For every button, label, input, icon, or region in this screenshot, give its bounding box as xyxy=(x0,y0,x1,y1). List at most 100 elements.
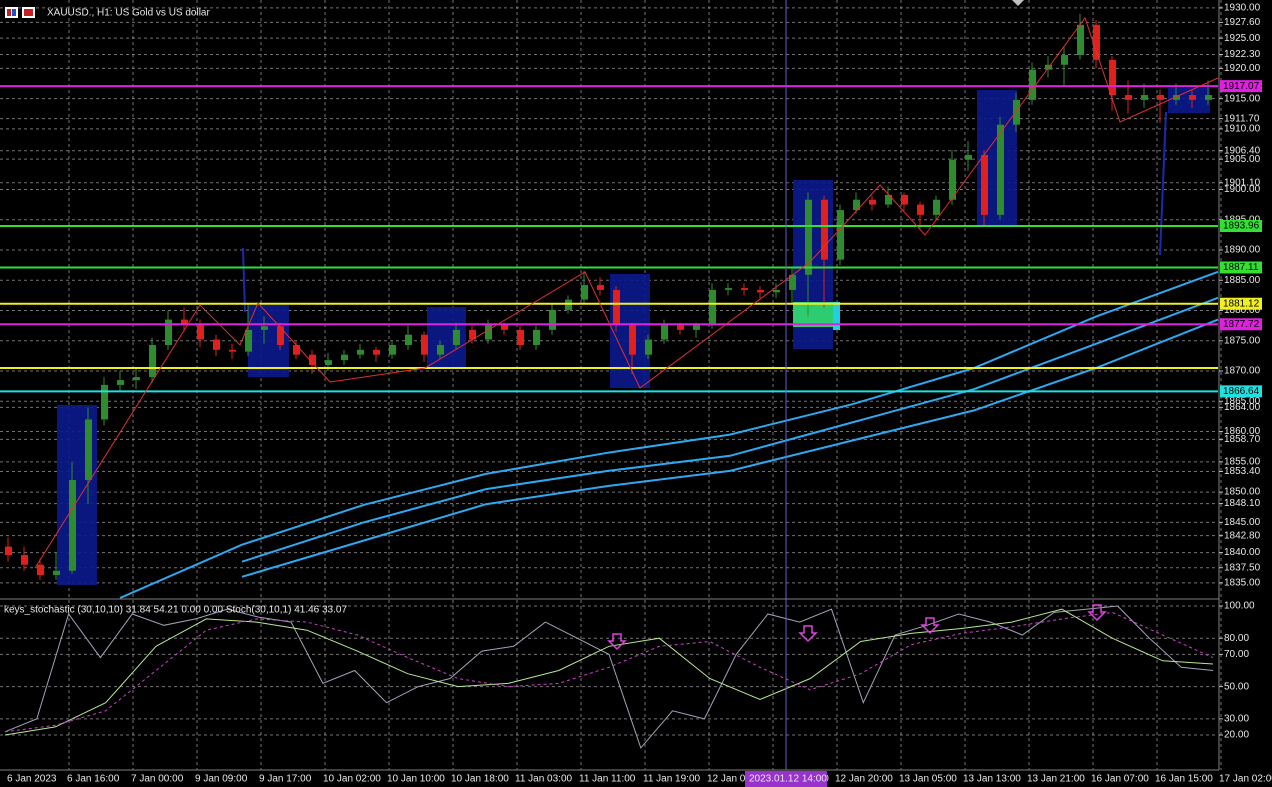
candle-body xyxy=(405,334,412,345)
moving-average xyxy=(119,270,1219,599)
level-label: 1866.64 xyxy=(1223,386,1260,397)
candle-body xyxy=(1157,95,1164,100)
y-tick-label: 1850.00 xyxy=(1224,487,1261,498)
y-tick-label: 70.00 xyxy=(1224,649,1249,660)
level-label-bg xyxy=(1220,220,1262,233)
spike xyxy=(242,247,246,313)
candle-body xyxy=(325,360,332,365)
candle-body xyxy=(901,194,908,205)
signal-box xyxy=(793,302,833,327)
x-tick-label: 10 Jan 10:00 xyxy=(387,774,445,785)
y-tick-label: 30.00 xyxy=(1224,714,1249,725)
x-tick-label: 11 Jan 03:00 xyxy=(515,774,573,785)
candle-body xyxy=(581,285,588,300)
candle-body xyxy=(853,199,860,211)
crosshair-label-bg xyxy=(745,771,827,787)
x-tick-label: 12 Jan 04:00 xyxy=(707,774,765,785)
moving-average xyxy=(241,318,1219,578)
candle-body xyxy=(181,319,188,326)
candle-body xyxy=(1061,55,1068,65)
candle-body xyxy=(773,289,780,293)
y-tick-label: 50.00 xyxy=(1224,681,1249,692)
candle-body xyxy=(709,289,716,326)
candle-body xyxy=(597,285,604,290)
candle-body xyxy=(757,289,764,293)
candle-body xyxy=(661,325,668,340)
zone xyxy=(427,307,466,367)
candle-body xyxy=(293,345,300,355)
symbol-title: XAUUSD., H1: US Gold vs US dollar xyxy=(47,8,210,19)
x-tick-label: 13 Jan 05:00 xyxy=(899,774,957,785)
y-tick-label: 1890.00 xyxy=(1224,245,1261,256)
y-tick-label: 1858.70 xyxy=(1224,434,1261,445)
candle-body xyxy=(725,288,732,290)
icon xyxy=(5,7,18,18)
candle-body xyxy=(949,159,956,200)
y-tick-label: 1870.00 xyxy=(1224,366,1261,377)
y-tick-label: 1895.00 xyxy=(1224,214,1261,225)
candle-body xyxy=(805,199,812,275)
candle-body xyxy=(213,339,220,350)
y-tick-label: 1875.00 xyxy=(1224,335,1261,346)
level-label-bg xyxy=(1220,261,1262,274)
candle-body xyxy=(517,329,524,345)
candle-body xyxy=(1205,95,1212,100)
y-tick-label: 1860.00 xyxy=(1224,426,1261,437)
candle-body xyxy=(309,354,316,365)
candle-body xyxy=(277,326,284,345)
candle-body xyxy=(421,334,428,355)
candle-body xyxy=(133,377,140,381)
y-tick-label: 1905.00 xyxy=(1224,154,1261,165)
indicator-line xyxy=(4,608,1214,736)
y-tick-label: 1922.30 xyxy=(1224,49,1261,60)
candle-body xyxy=(965,154,972,160)
level-label-bg xyxy=(1220,385,1262,398)
level-label-bg xyxy=(1220,80,1262,93)
x-tick-label: 6 Jan 2023 xyxy=(7,774,57,785)
y-tick-label: 1835.00 xyxy=(1224,578,1261,589)
candle-body xyxy=(837,210,844,260)
y-tick-label: 1930.00 xyxy=(1224,3,1261,14)
indicator-title: keys_stochastic (30,10,10) 31.84 54.21 0… xyxy=(4,605,347,616)
candle-body xyxy=(933,199,940,215)
y-tick-label: 1865.00 xyxy=(1224,396,1261,407)
candle-body xyxy=(789,274,796,290)
y-tick-label: 1848.10 xyxy=(1224,498,1261,509)
candle-body xyxy=(69,479,76,571)
candle-body xyxy=(373,349,380,355)
y-tick-label: 1901.10 xyxy=(1224,177,1261,188)
y-tick-label: 80.00 xyxy=(1224,633,1249,644)
zigzag xyxy=(34,16,1219,569)
x-tick-label: 17 Jan 02:00 xyxy=(1219,774,1272,785)
candle-body xyxy=(629,325,636,355)
candle-body xyxy=(453,329,460,345)
candle-body xyxy=(741,288,748,290)
candle-body xyxy=(533,329,540,345)
candle-body xyxy=(645,339,652,355)
candle-body xyxy=(549,309,556,330)
moving-average xyxy=(241,296,1219,563)
candle-body xyxy=(917,204,924,215)
candle-body xyxy=(1173,95,1180,100)
y-tick-label: 20.00 xyxy=(1224,730,1249,741)
y-tick-label: 1855.00 xyxy=(1224,456,1261,467)
candle-body xyxy=(1029,69,1036,100)
candle-body xyxy=(981,154,988,215)
y-tick-label: 1927.60 xyxy=(1224,17,1261,28)
level-label: 1887.11 xyxy=(1223,262,1259,273)
x-tick-label: 10 Jan 02:00 xyxy=(323,774,381,785)
y-tick-label: 1864.00 xyxy=(1224,402,1261,413)
candle-body xyxy=(1093,24,1100,60)
x-tick-label: 6 Jan 16:00 xyxy=(67,774,120,785)
x-tick-label: 11 Jan 11:00 xyxy=(579,774,636,785)
candle-body xyxy=(1189,95,1196,100)
stoch-arrows xyxy=(607,604,1107,651)
candle-body xyxy=(149,345,156,378)
y-tick-label: 1885.00 xyxy=(1224,275,1261,286)
spikes xyxy=(242,111,1167,313)
candle-body xyxy=(869,199,876,205)
y-tick-label: 1842.80 xyxy=(1224,530,1261,541)
axis-layer: 1930.00 1927.60 1925.00 1922.30 1920.00 1915.… xyxy=(7,3,1272,787)
